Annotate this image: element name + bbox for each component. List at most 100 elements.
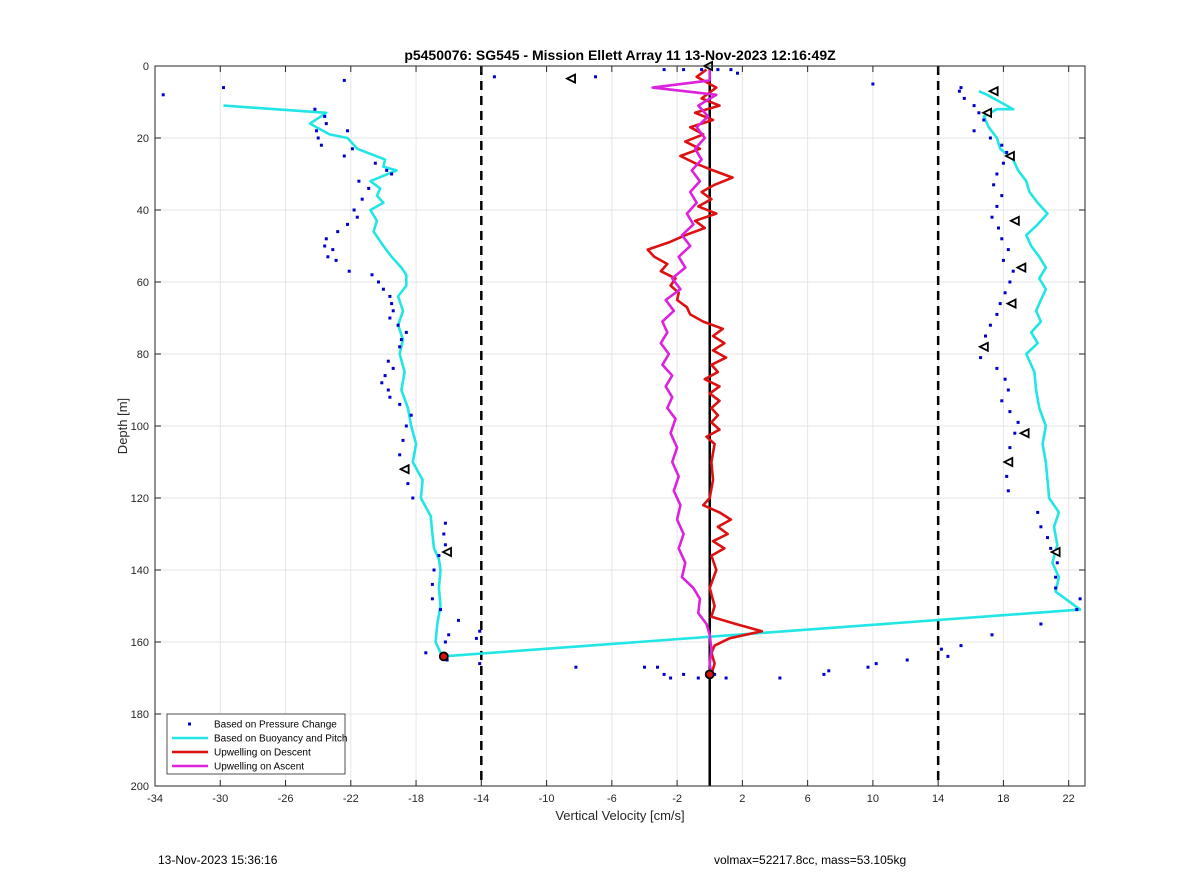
data-point <box>342 78 346 82</box>
data-point <box>331 248 335 252</box>
data-point <box>1005 150 1009 154</box>
x-axis-ticks: -34 -30 -26 -22 -18 -14 -10 -6 -2 2 6 10 14 18 22 <box>147 66 1075 805</box>
data-point <box>404 330 408 334</box>
data-point <box>656 665 659 669</box>
data-point <box>962 96 966 100</box>
data-point <box>1054 586 1058 590</box>
data-point <box>346 222 349 226</box>
x-tick-label: -18 <box>408 793 424 805</box>
data-point <box>972 129 976 133</box>
data-point <box>326 255 330 259</box>
data-point <box>380 381 384 385</box>
triangle-marker <box>398 463 410 475</box>
data-point <box>984 334 987 338</box>
data-point <box>443 521 447 525</box>
data-point <box>1001 161 1005 165</box>
y-tick-label: 200 <box>131 781 149 793</box>
x-tick-label: -6 <box>607 793 617 805</box>
data-point <box>457 618 460 622</box>
data-point <box>390 302 394 306</box>
data-point <box>682 672 686 676</box>
data-point <box>1078 597 1082 601</box>
data-point <box>1005 474 1009 478</box>
data-point <box>404 424 408 428</box>
data-point <box>716 68 720 72</box>
data-point <box>355 215 359 219</box>
data-point <box>442 532 446 536</box>
data-point <box>977 111 981 115</box>
data-point <box>386 359 390 363</box>
data-point <box>388 294 392 298</box>
data-point <box>594 75 597 79</box>
legend-label-buoyancy-pitch: Based on Buoyancy and Pitch <box>214 734 347 745</box>
data-point <box>959 644 963 648</box>
triangle-marker <box>441 546 452 558</box>
data-point <box>972 104 976 108</box>
triangle-marker <box>1049 546 1061 558</box>
data-point <box>222 86 225 90</box>
data-point <box>696 676 700 680</box>
data-point <box>388 316 392 320</box>
endpoint-marker <box>704 669 715 680</box>
x-tick-label: -14 <box>473 793 489 805</box>
data-point <box>982 118 986 122</box>
data-point <box>939 647 943 651</box>
data-point <box>1011 269 1015 273</box>
data-point <box>350 147 354 151</box>
data-point <box>492 75 496 79</box>
x-tick-label: -22 <box>343 793 359 805</box>
data-point <box>437 554 441 558</box>
data-point <box>1049 546 1053 550</box>
series-line-upwelling-ascent <box>651 69 718 675</box>
data-point <box>323 244 327 248</box>
data-point <box>988 136 992 140</box>
x-tick-label: -30 <box>212 793 228 805</box>
data-point <box>946 654 950 658</box>
data-point <box>990 215 994 219</box>
y-tick-label: 60 <box>137 277 149 289</box>
x-tick-label: -10 <box>539 793 555 805</box>
data-point <box>399 338 403 342</box>
data-point <box>401 438 405 442</box>
data-point <box>1039 525 1043 529</box>
triangle-marker <box>981 107 993 119</box>
y-tick-label: 0 <box>143 61 149 73</box>
data-point <box>662 68 666 72</box>
data-point <box>346 129 349 133</box>
data-point <box>866 665 870 669</box>
data-point <box>1036 510 1040 514</box>
y-tick-label: 80 <box>137 349 149 361</box>
data-point <box>336 230 340 234</box>
data-point <box>959 86 963 90</box>
data-point <box>439 608 442 612</box>
triangle-marker <box>1003 150 1015 162</box>
data-point <box>316 136 320 140</box>
x-tick-label: -26 <box>278 793 294 805</box>
triangle-marker <box>987 85 999 97</box>
data-point <box>995 204 999 208</box>
data-point <box>432 568 436 572</box>
data-point <box>1006 489 1010 493</box>
data-point <box>398 345 402 349</box>
data-point <box>662 672 666 676</box>
data-point <box>396 323 400 327</box>
footer-timestamp: 13-Nov-2023 15:36:16 <box>158 853 278 867</box>
data-point <box>319 143 323 147</box>
legend-box <box>166 713 346 775</box>
triangle-marker <box>1002 456 1014 468</box>
x-tick-label: 22 <box>1063 793 1075 805</box>
x-tick-label: 2 <box>739 793 745 805</box>
data-point <box>443 543 447 547</box>
data-point <box>390 172 394 176</box>
x-tick-label: -34 <box>147 793 163 805</box>
data-point <box>995 312 999 316</box>
data-point <box>822 672 826 676</box>
data-point <box>998 302 1002 306</box>
data-point <box>398 453 402 457</box>
data-point <box>324 237 328 241</box>
legend-label-upwelling-ascent: Upwelling on Ascent <box>214 762 304 773</box>
data-point <box>409 413 413 417</box>
triangle-marker <box>1018 427 1030 439</box>
data-point <box>1016 420 1020 424</box>
data-point <box>700 68 704 72</box>
